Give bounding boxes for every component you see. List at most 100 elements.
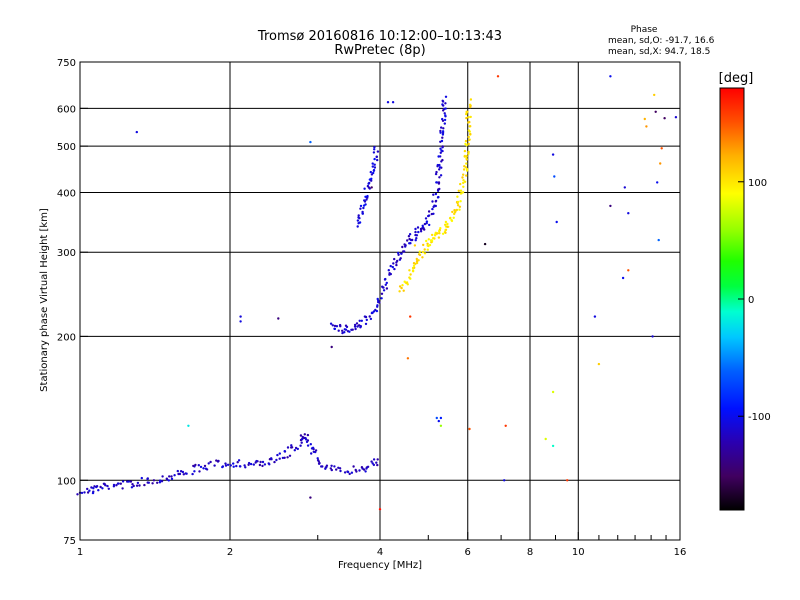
trace-point: [442, 104, 445, 107]
trace-point: [217, 459, 220, 463]
trace-point: [437, 236, 441, 239]
trace-point: [115, 484, 118, 487]
trace-point: [441, 117, 444, 121]
trace-point: [283, 456, 286, 459]
scatter-point: [597, 362, 601, 366]
trace-point: [131, 483, 134, 486]
trace-point: [468, 103, 472, 107]
trace-point: [385, 287, 389, 290]
trace-point: [320, 465, 323, 468]
trace-point: [99, 485, 102, 489]
trace-point: [372, 169, 376, 172]
trace-point: [385, 281, 388, 285]
trace-point: [121, 480, 125, 483]
scatter-point: [674, 116, 678, 119]
trace-point: [360, 319, 363, 322]
trace-point: [380, 292, 384, 295]
trace-point: [205, 468, 209, 471]
x-tick-label: 2: [227, 547, 233, 558]
trace-point: [138, 484, 141, 487]
trace-point: [90, 486, 93, 489]
trace-point: [119, 482, 123, 485]
x-tick-label: 1: [77, 547, 83, 558]
trace-point: [467, 116, 470, 119]
trace-point: [372, 151, 376, 154]
trace-point: [373, 148, 376, 151]
trace-point: [465, 174, 468, 177]
trace-point: [372, 463, 376, 467]
trace-point: [444, 95, 448, 99]
trace-point: [361, 212, 364, 215]
trace-point: [465, 116, 468, 120]
trace-point: [337, 466, 340, 469]
trace-point: [181, 470, 185, 474]
trace-point: [463, 155, 466, 158]
trace-point: [152, 479, 156, 482]
scatter-point: [309, 140, 312, 144]
trace-point: [437, 181, 441, 184]
trace-point: [354, 327, 357, 331]
trace-point: [438, 163, 441, 167]
trace-point: [314, 449, 318, 452]
scatter-point: [437, 419, 440, 423]
trace-point: [167, 479, 170, 482]
trace-point: [423, 222, 427, 226]
scatter-point: [370, 186, 373, 189]
scatter-point: [483, 242, 487, 246]
trace-point: [449, 216, 452, 220]
trace-point: [412, 264, 416, 267]
trace-point: [286, 456, 289, 459]
scatter-point: [378, 508, 382, 511]
trace-point: [400, 252, 403, 255]
trace-point: [454, 209, 458, 212]
colorbar-ticks: 100 0 -100: [738, 178, 771, 423]
trace-point: [375, 461, 378, 464]
trace-point: [170, 475, 173, 478]
trace-point: [363, 200, 367, 203]
trace-point: [465, 158, 468, 161]
trace-point: [406, 239, 409, 242]
scatter-point: [651, 335, 654, 338]
trace-point: [278, 452, 281, 455]
trace-point: [468, 138, 471, 141]
trace-point: [377, 299, 380, 302]
trace-point: [252, 463, 255, 466]
trace-point: [333, 324, 337, 328]
phase-stats-x: mean, sd,X: 94.7, 18.5: [608, 47, 710, 57]
trace-point: [345, 325, 349, 329]
trace-point: [364, 322, 368, 326]
trace-point: [465, 162, 468, 165]
scatter-point: [277, 317, 280, 320]
trace-point: [464, 139, 468, 143]
trace-point: [456, 195, 459, 198]
scatter-point: [659, 162, 662, 165]
grid-lines: [80, 62, 680, 540]
trace-point: [425, 220, 429, 223]
trace-point: [236, 461, 239, 464]
trace-point: [355, 470, 358, 473]
trace-point: [441, 130, 445, 133]
trace-point: [464, 166, 468, 169]
trace-point: [364, 315, 368, 319]
trace-point: [457, 189, 460, 192]
trace-point: [415, 257, 418, 261]
scatter-point: [566, 479, 569, 482]
trace-point: [421, 256, 424, 259]
trace-point: [437, 195, 440, 199]
trace-point: [209, 460, 212, 464]
trace-point: [441, 232, 445, 235]
trace-point: [389, 264, 392, 268]
trace-point: [213, 464, 216, 467]
trace-point: [312, 450, 315, 453]
trace-point: [371, 165, 374, 168]
y-tick-label: 75: [63, 536, 76, 547]
trace-point: [92, 487, 95, 490]
trace-point: [358, 469, 361, 472]
trace-point: [461, 176, 464, 179]
trace-point: [396, 259, 399, 263]
trace-point: [352, 465, 355, 468]
trace-point: [397, 251, 400, 255]
trace-point: [405, 281, 408, 285]
trace-point: [403, 243, 406, 246]
